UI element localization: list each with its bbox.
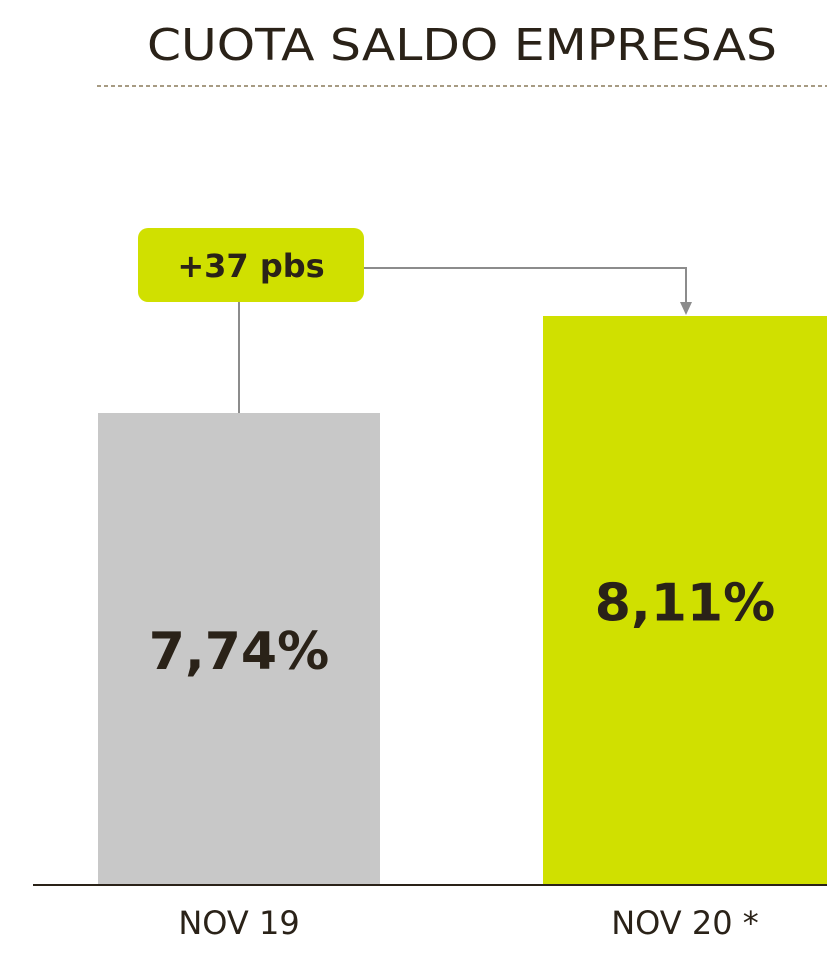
bar [98, 413, 380, 885]
arrow-head [680, 302, 692, 315]
connector-arrow [364, 267, 687, 304]
annotation: +37 pbs [177, 247, 324, 285]
annotation-box [138, 228, 364, 302]
bar [543, 316, 827, 885]
chart-title: CUOTA SALDO EMPRESAS [147, 20, 777, 71]
x-tick-label: NOV 20 * [611, 904, 759, 942]
value-label: 7,74% [149, 622, 329, 682]
x-tick-label: NOV 19 [178, 904, 299, 942]
value-label: 8,11% [595, 574, 775, 634]
